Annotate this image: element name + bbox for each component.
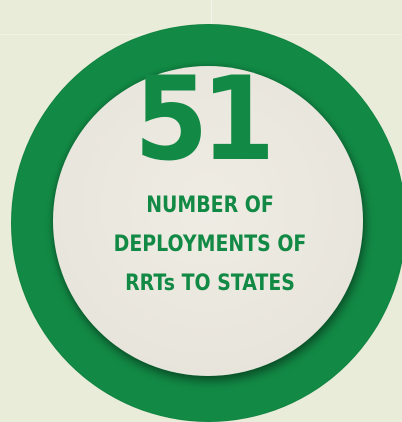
stat-caption-line-3: RRTs TO STATES: [125, 271, 295, 296]
stat-caption-line-2: DEPLOYMENTS OF: [113, 232, 307, 257]
stat-caption-line-1: NUMBER OF: [146, 193, 274, 218]
stat-disc: [53, 66, 363, 376]
stat-number: 51: [134, 52, 275, 187]
